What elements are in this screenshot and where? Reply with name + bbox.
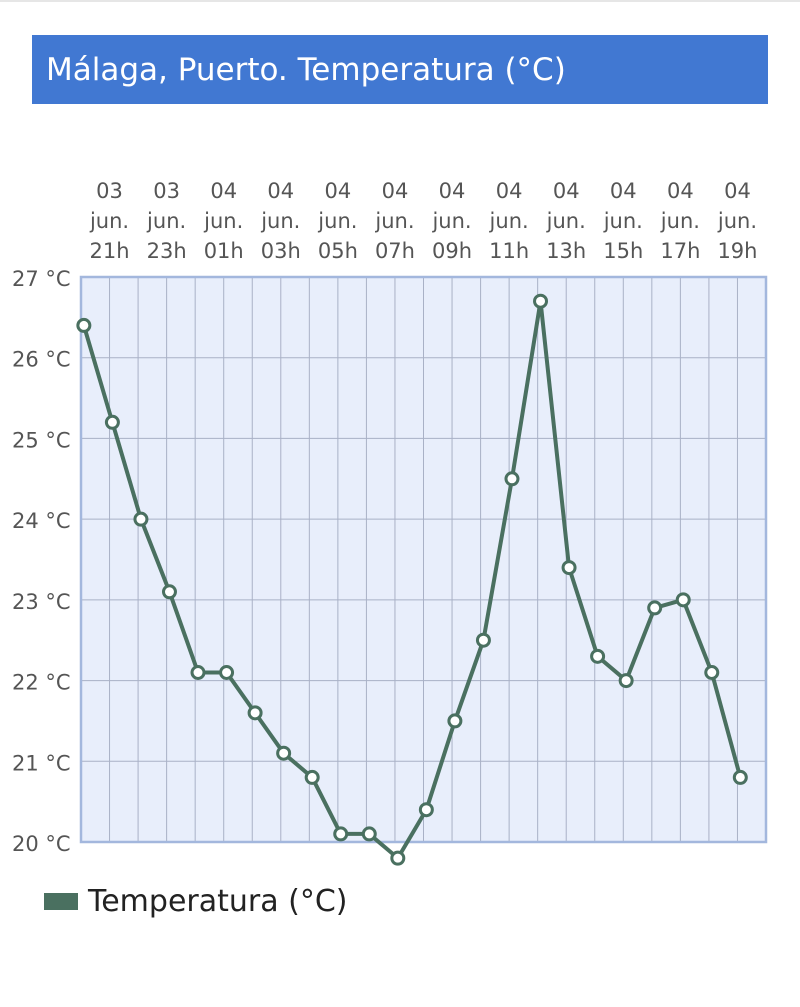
data-point <box>675 592 691 608</box>
x-tick-label: 23h <box>147 239 187 263</box>
data-point <box>561 560 577 576</box>
x-tick-label: jun. <box>374 209 414 233</box>
data-point <box>276 745 292 761</box>
data-point <box>390 850 406 866</box>
data-point <box>76 317 92 333</box>
top-divider <box>0 0 800 2</box>
data-point <box>618 673 634 689</box>
data-point <box>361 826 377 842</box>
x-tick-label: 04 <box>210 179 237 203</box>
data-point <box>247 705 263 721</box>
x-tick-label: jun. <box>660 209 700 233</box>
x-tick-label: jun. <box>603 209 643 233</box>
data-point <box>219 665 235 680</box>
x-tick-label: 04 <box>553 179 580 203</box>
y-tick-label: 25 °C <box>12 428 71 452</box>
x-tick-label: 04 <box>667 179 694 203</box>
data-point <box>447 713 463 729</box>
x-tick-label: 03 <box>96 179 123 203</box>
data-point <box>504 471 520 487</box>
legend: Temperatura (°C) <box>44 884 348 919</box>
x-tick-label: 07h <box>375 239 415 263</box>
x-tick-label: 04 <box>496 179 523 203</box>
legend-swatch <box>44 893 78 910</box>
x-tick-label: 21h <box>90 239 130 263</box>
x-tick-label: 04 <box>610 179 637 203</box>
x-tick-label: jun. <box>546 209 586 233</box>
x-tick-label: 19h <box>717 239 757 263</box>
data-point <box>704 665 720 680</box>
chart-title: Málaga, Puerto. Temperatura (°C) <box>46 51 566 88</box>
x-tick-label: jun. <box>317 209 357 233</box>
y-tick-label: 24 °C <box>12 509 71 533</box>
data-point <box>133 511 149 527</box>
x-tick-label: jun. <box>260 209 300 233</box>
x-tick-label: 04 <box>724 179 751 203</box>
x-tick-label: 05h <box>318 239 358 263</box>
y-tick-label: 22 °C <box>12 671 71 695</box>
x-tick-label: 13h <box>546 239 586 263</box>
data-point <box>190 665 206 680</box>
chart-title-bar: Málaga, Puerto. Temperatura (°C) <box>32 35 768 104</box>
y-tick-label: 23 °C <box>12 590 71 614</box>
x-tick-label: 17h <box>660 239 700 263</box>
y-tick-label: 26 °C <box>12 348 71 372</box>
x-tick-label: 04 <box>325 179 352 203</box>
x-tick-label: 04 <box>267 179 294 203</box>
x-tick-label: 11h <box>489 239 529 263</box>
x-tick-label: 15h <box>603 239 643 263</box>
x-tick-label: jun. <box>146 209 186 233</box>
data-point <box>418 802 434 818</box>
data-point <box>333 826 349 842</box>
x-tick-label: 04 <box>439 179 466 203</box>
x-tick-label: jun. <box>431 209 471 233</box>
data-point <box>732 769 748 785</box>
data-point <box>304 769 320 785</box>
x-tick-label: 04 <box>382 179 409 203</box>
y-tick-label: 21 °C <box>12 751 71 775</box>
x-tick-label: 03 <box>153 179 180 203</box>
plot-border <box>79 275 768 844</box>
y-tick-label: 20 °C <box>12 832 71 856</box>
series-line <box>81 299 743 861</box>
x-tick-label: jun. <box>203 209 243 233</box>
x-tick-label: 01h <box>204 239 244 263</box>
y-tick-label: 27 °C <box>12 267 71 291</box>
data-point <box>590 648 606 664</box>
data-point <box>647 600 663 616</box>
x-tick-label: jun. <box>717 209 757 233</box>
x-tick-label: jun. <box>489 209 529 233</box>
x-tick-label: 03h <box>261 239 301 263</box>
data-point <box>161 584 177 600</box>
x-tick-label: 09h <box>432 239 472 263</box>
legend-label: Temperatura (°C) <box>88 884 348 919</box>
x-tick-label: jun. <box>89 209 129 233</box>
data-point <box>533 293 549 309</box>
data-point <box>475 632 491 648</box>
data-point <box>104 414 120 430</box>
